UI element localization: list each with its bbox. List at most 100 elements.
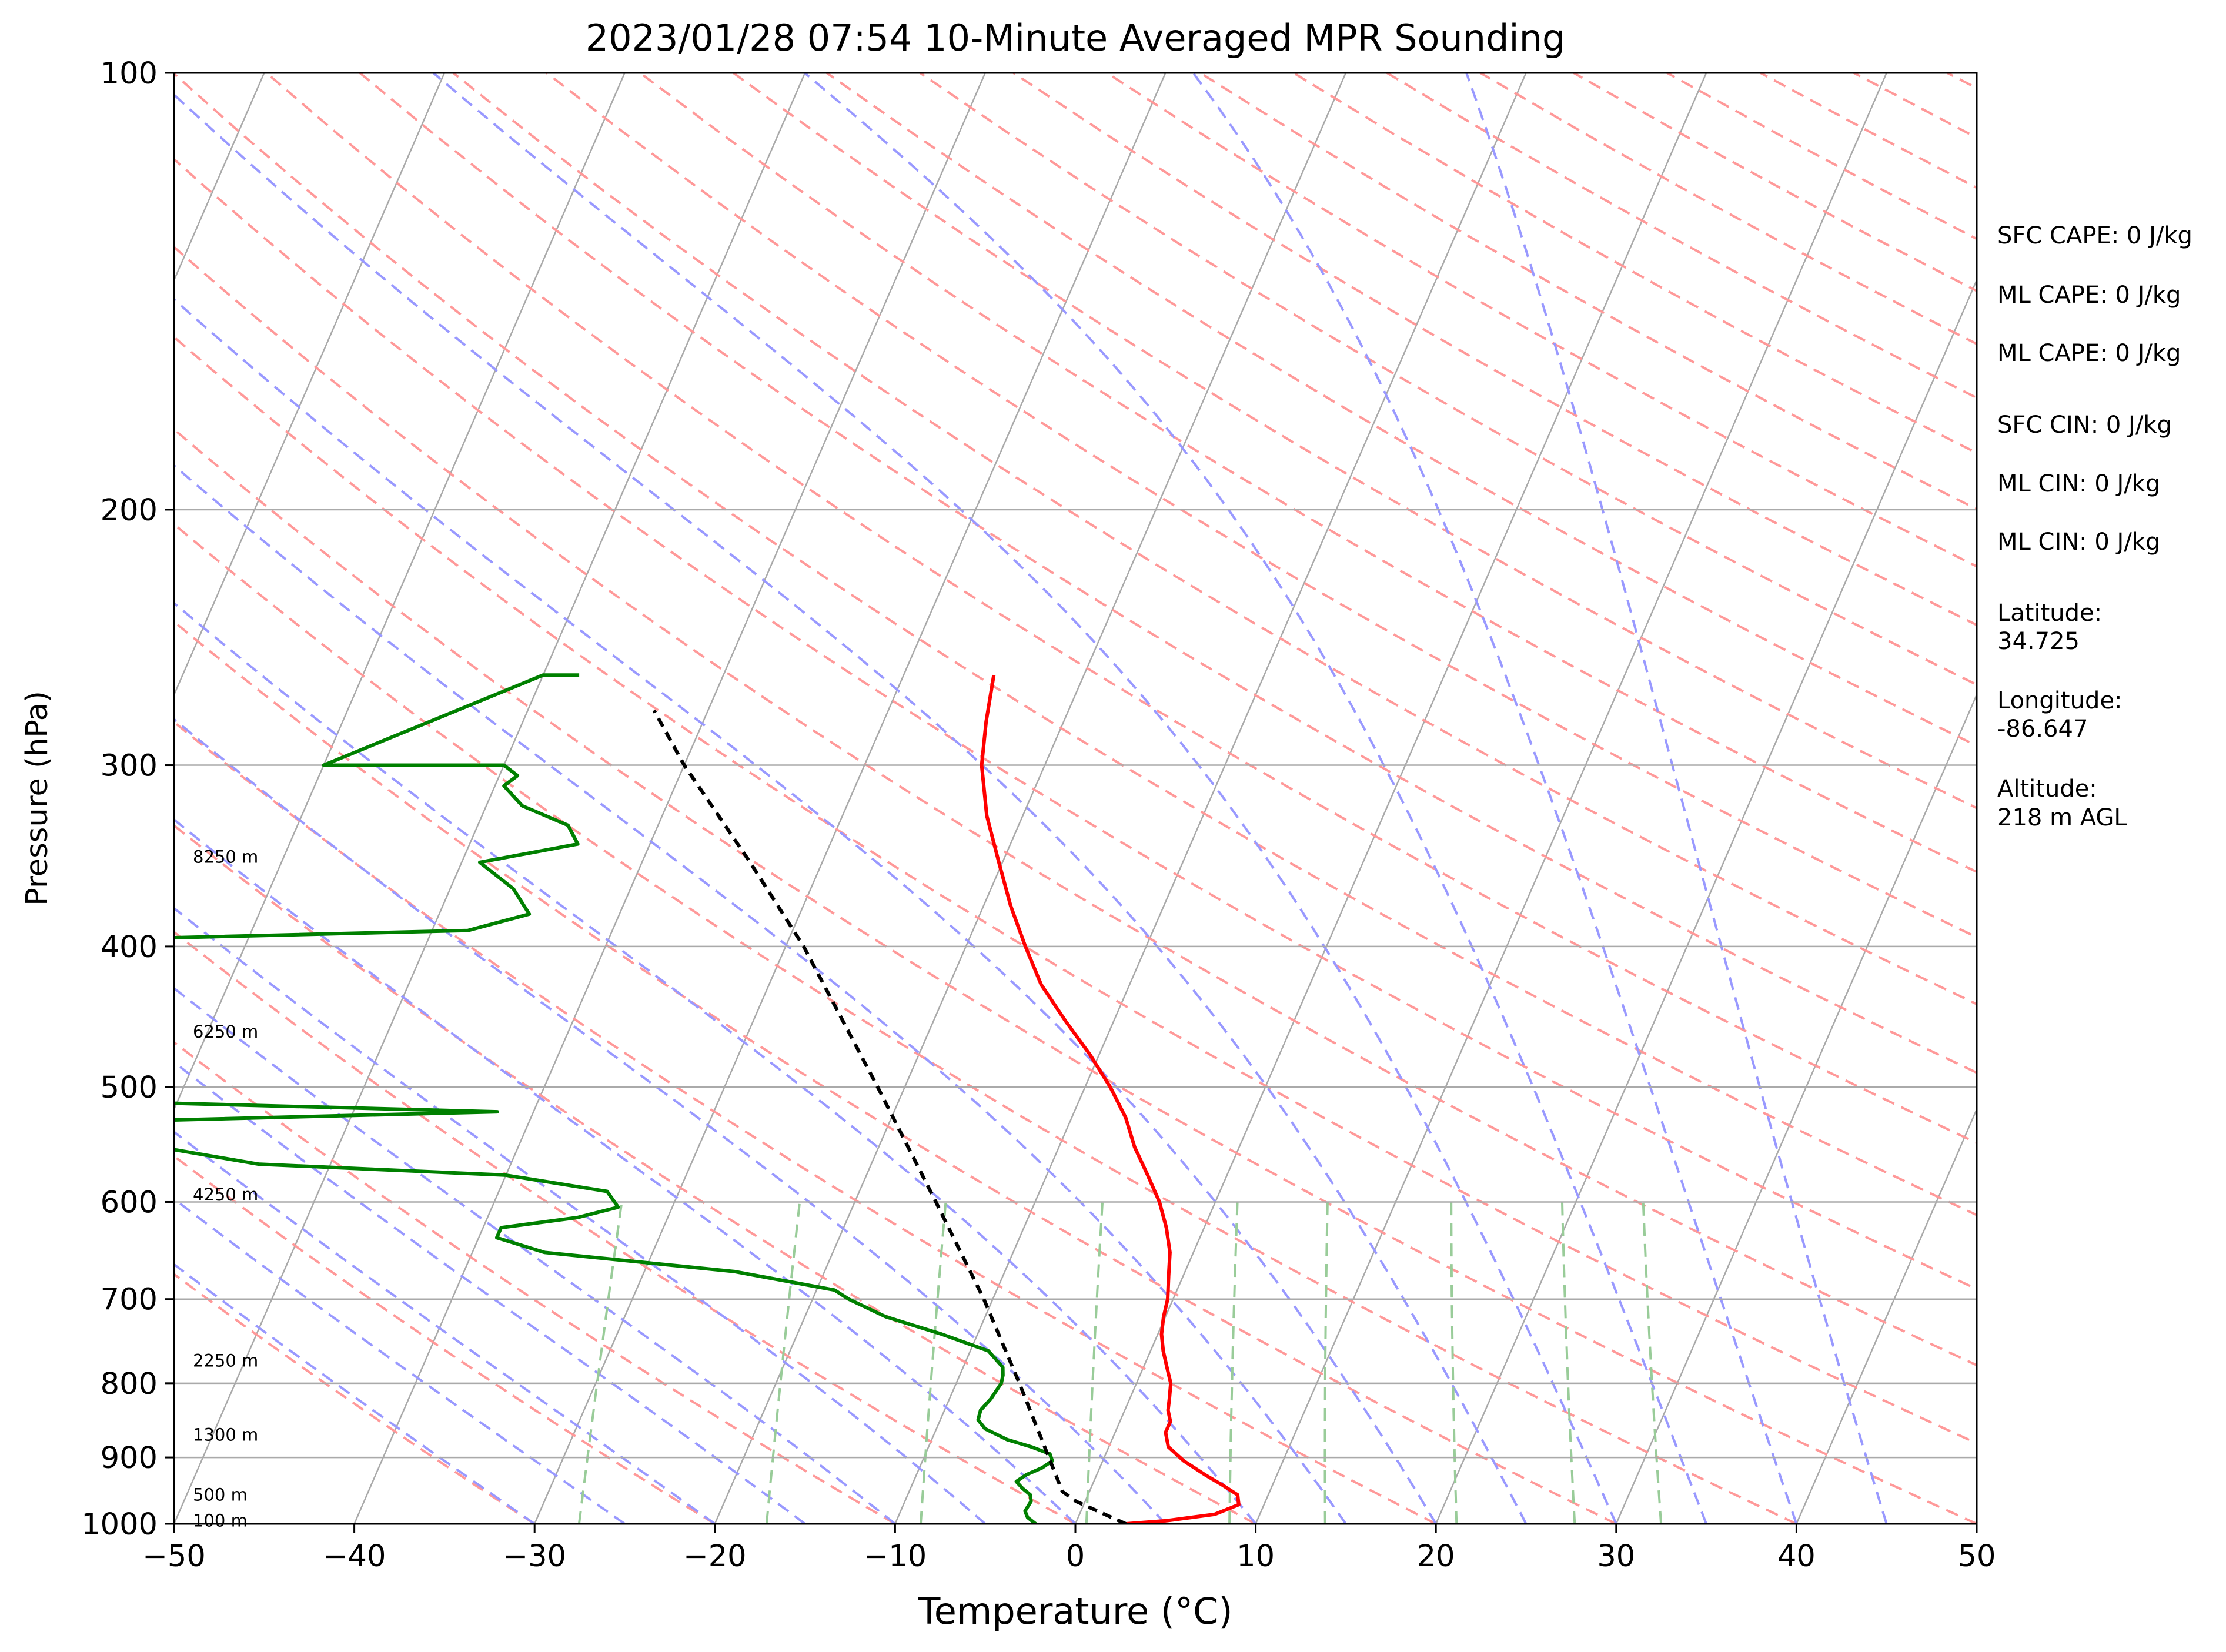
height-label: 8250 m xyxy=(193,847,258,867)
mixing-ratio-line xyxy=(765,1202,801,1524)
dry-adiabat-line xyxy=(546,73,1977,939)
dry-adiabat-line xyxy=(174,720,1437,1524)
info-line: SFC CIN: 0 J/kg xyxy=(1997,412,2172,439)
moist-adiabat-line xyxy=(174,986,896,1524)
x-tick-label: 50 xyxy=(1958,1539,1996,1574)
isotherm-line xyxy=(1435,278,1977,1524)
y-tick-label: 100 xyxy=(101,56,158,91)
x-axis-ticks: −50 −40 −30 −20 −10 0 10 20 30 40 50 xyxy=(142,1524,1996,1574)
dry-adiabat-line xyxy=(174,620,1617,1524)
info-line: Altitude: xyxy=(1997,775,2097,802)
info-line: Latitude: xyxy=(1997,600,2102,627)
isotherm-line xyxy=(894,73,1527,1524)
dry-adiabat-line xyxy=(174,335,1977,1445)
dry-adiabat-line xyxy=(174,930,1076,1524)
height-label: 2250 m xyxy=(193,1351,258,1371)
info-line: Longitude: xyxy=(1997,687,2122,714)
height-label: 500 m xyxy=(193,1485,248,1505)
x-tick-label: 0 xyxy=(1066,1539,1085,1574)
isotherm-line xyxy=(1796,1107,1977,1524)
parcel-line xyxy=(652,709,1127,1524)
dry-adiabat-line xyxy=(174,158,1977,1290)
mixing-ratio-line xyxy=(1561,1202,1576,1524)
isotherm-line xyxy=(1074,73,1707,1524)
x-axis-label: Temperature (°C) xyxy=(917,1590,1232,1633)
info-line: -86.647 xyxy=(1997,715,2088,743)
isotherm-line xyxy=(1615,693,1977,1524)
x-tick-label: −10 xyxy=(864,1539,927,1574)
moist-adiabat-line xyxy=(1465,73,1888,1524)
y-tick-label: 500 xyxy=(101,1071,158,1105)
x-tick-label: −30 xyxy=(503,1539,566,1574)
mixing-ratio-line xyxy=(577,1202,623,1524)
moist-adiabat-line xyxy=(174,907,987,1524)
info-line: ML CIN: 0 J/kg xyxy=(1997,529,2160,556)
moist-adiabat-line xyxy=(174,464,1347,1524)
dry-adiabat-line xyxy=(174,427,1977,1524)
info-line: ML CAPE: 0 J/kg xyxy=(1997,340,2181,367)
dry-adiabat-line xyxy=(174,824,1256,1524)
moist-adiabat-line xyxy=(174,297,1437,1524)
mixing-ratio-line xyxy=(1642,1202,1663,1524)
height-label: 6250 m xyxy=(193,1022,258,1042)
y-tick-label: 1000 xyxy=(81,1507,158,1542)
y-tick-label: 700 xyxy=(101,1283,158,1317)
moist-adiabat-line xyxy=(174,1130,716,1524)
y-tick-label: 900 xyxy=(101,1441,158,1476)
x-tick-label: 20 xyxy=(1417,1539,1455,1574)
height-labels: 8250 m 6250 m 4250 m 2250 m 1300 m 500 m 100 m xyxy=(193,847,258,1531)
x-tick-label: −40 xyxy=(323,1539,386,1574)
moist-adiabat-line xyxy=(432,73,1617,1524)
dry-adiabat-line xyxy=(452,73,1977,1006)
isotherm-line xyxy=(174,73,446,697)
y-tick-label: 300 xyxy=(101,749,158,784)
x-tick-label: 10 xyxy=(1236,1539,1275,1574)
chart-title: 2023/01/28 07:54 10-Minute Averaged MPR … xyxy=(586,16,1566,59)
moist-adiabat-line xyxy=(174,93,1528,1524)
temperature-line xyxy=(980,674,1241,1524)
moist-adiabat-line xyxy=(1192,73,1798,1524)
isotherm-line xyxy=(174,73,626,1111)
moist-adiabat-line xyxy=(174,1061,806,1524)
x-tick-label: 30 xyxy=(1597,1539,1635,1574)
x-tick-label: −50 xyxy=(142,1539,206,1574)
dry-adiabat-line xyxy=(733,73,1977,810)
dry-adiabat-line xyxy=(174,1272,536,1524)
y-axis-label: Pressure (hPa) xyxy=(20,691,55,906)
x-tick-label: 40 xyxy=(1777,1539,1816,1574)
info-line: 218 m AGL xyxy=(1997,804,2127,831)
mixing-ratio-line xyxy=(1323,1202,1329,1524)
y-tick-label: 600 xyxy=(101,1185,158,1220)
dewpoint-line xyxy=(174,673,1054,1524)
height-label: 100 m xyxy=(193,1511,248,1531)
dry-adiabat-line xyxy=(919,73,1977,686)
y-axis-ticks: 100 200 300 400 500 600 700 800 900 1000 xyxy=(81,56,174,1542)
y-tick-label: 800 xyxy=(101,1367,158,1402)
y-tick-label: 200 xyxy=(101,493,158,528)
info-line: ML CAPE: 0 J/kg xyxy=(1997,282,2181,309)
height-label: 4250 m xyxy=(193,1185,258,1205)
isotherm-line xyxy=(714,73,1347,1524)
moist-adiabat-line xyxy=(804,73,1707,1524)
isotherm-line xyxy=(534,73,1167,1524)
info-panel: SFC CAPE: 0 J/kg ML CAPE: 0 J/kg ML CAPE: … xyxy=(1997,222,2192,831)
mixing-ratio-line xyxy=(1450,1202,1458,1524)
profile-lines xyxy=(174,673,1241,1524)
dry-adiabat-line xyxy=(265,73,1977,1145)
background-lines xyxy=(174,73,1977,1524)
mixing-ratio-line xyxy=(919,1202,947,1524)
info-line: 34.725 xyxy=(1997,628,2080,655)
isotherm-line xyxy=(1255,73,1887,1524)
info-line: SFC CAPE: 0 J/kg xyxy=(1997,222,2192,249)
info-line: ML CIN: 0 J/kg xyxy=(1997,470,2160,497)
moist-adiabat-line xyxy=(174,818,1077,1524)
dry-adiabat-line xyxy=(174,523,1797,1524)
isotherm-line xyxy=(353,73,986,1524)
mixing-ratio-line xyxy=(1228,1202,1239,1524)
x-tick-label: −20 xyxy=(683,1539,747,1574)
height-label: 1300 m xyxy=(193,1424,258,1444)
dry-adiabat-line xyxy=(174,1155,716,1524)
isotherm-line xyxy=(174,73,806,1524)
dry-adiabat-line xyxy=(174,245,1977,1367)
